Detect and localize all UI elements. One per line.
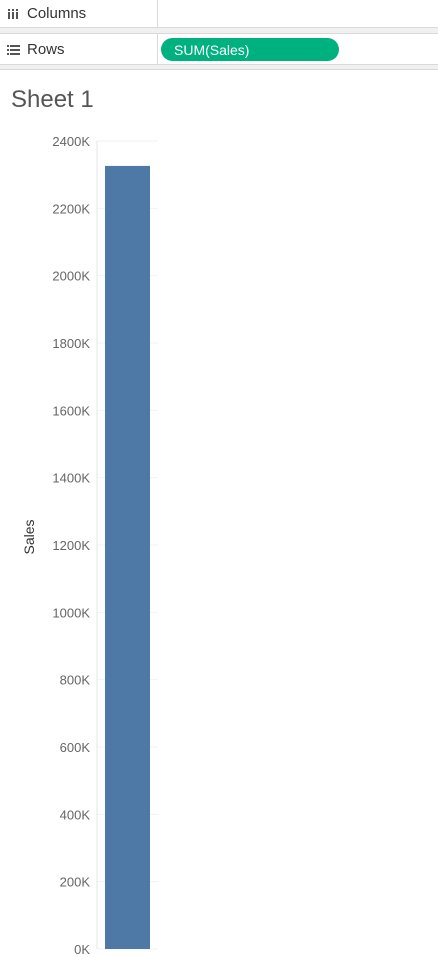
columns-shelf[interactable]: Columns (0, 0, 438, 28)
columns-shelf-label: Columns (0, 0, 158, 27)
y-axis-title: Sales (21, 519, 37, 554)
y-tick-label: 1200K (52, 538, 90, 553)
bar-sales[interactable] (105, 165, 150, 949)
y-tick-label: 1800K (52, 336, 90, 351)
bars (105, 165, 150, 949)
y-tick-label: 800K (60, 673, 91, 688)
y-tick-label: 400K (60, 807, 91, 822)
y-tick-label: 1000K (52, 605, 90, 620)
sheet-title: Sheet 1 (11, 86, 94, 113)
columns-icon (7, 7, 20, 20)
y-axis-ticks: 0K 200K 400K 600K 800K 1000K 1200K 1400K 1600K 18… (52, 134, 90, 957)
y-tick-label: 600K (60, 740, 91, 755)
y-tick-label: 1600K (52, 403, 90, 418)
y-tick-label: 1400K (52, 471, 90, 486)
rows-icon (7, 43, 20, 56)
y-tick-label: 0K (74, 942, 90, 957)
y-tick-label: 2200K (52, 201, 90, 216)
sum-sales-pill[interactable]: SUM(Sales) (161, 38, 339, 61)
y-tick-label: 200K (60, 875, 91, 890)
rows-label-text: Rows (27, 40, 65, 58)
rows-shelf-label: Rows (0, 34, 158, 64)
columns-label-text: Columns (27, 5, 87, 22)
rows-shelf[interactable]: Rows SUM(Sales) (0, 34, 438, 65)
shelf-divider (0, 28, 438, 34)
y-tick-label: 2000K (52, 269, 90, 284)
shelf-divider (0, 65, 438, 70)
y-tick-label: 2400K (52, 134, 90, 149)
